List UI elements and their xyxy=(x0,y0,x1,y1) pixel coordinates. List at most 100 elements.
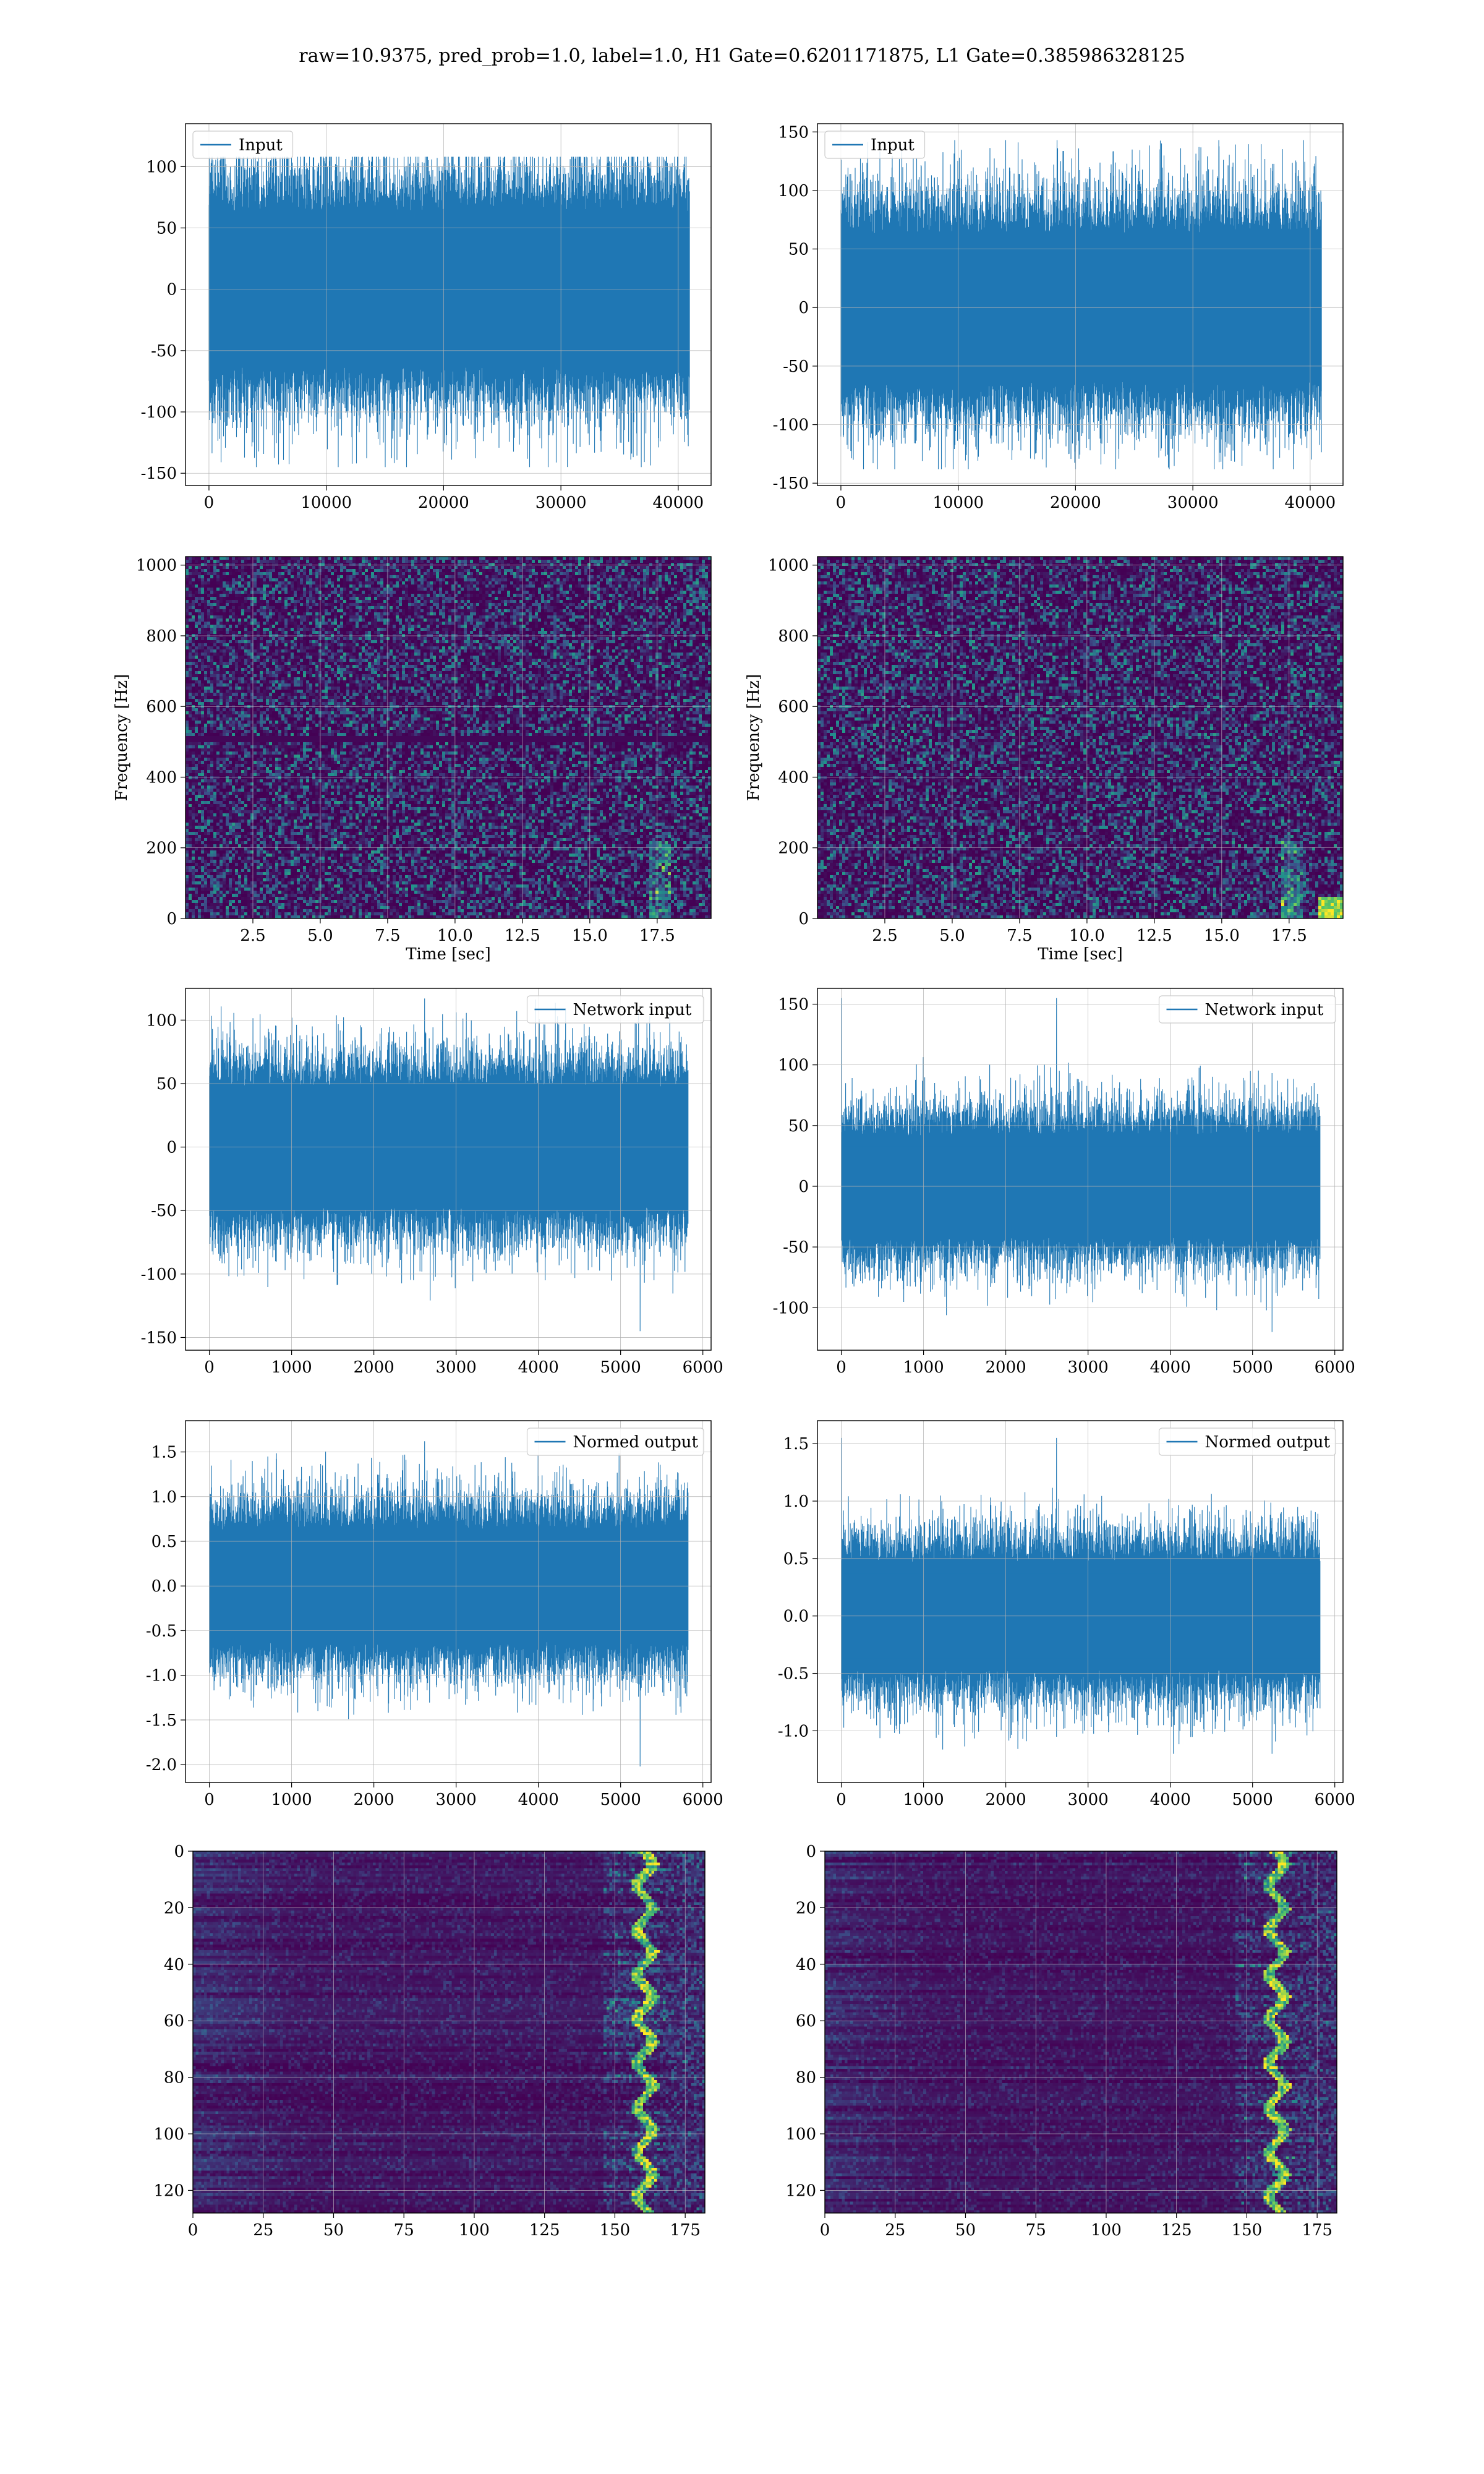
normed-l1-axes: 0 1000 2000 3000 4000 5000 6000 -1.0 -0.5 0.0 0.5 1… xyxy=(778,1420,1355,1809)
input-h1-legend-box xyxy=(192,131,294,159)
spec-h1-xlabel: Time [sec] xyxy=(406,945,491,964)
network-l1-xtick-label: 0 xyxy=(836,1358,846,1377)
network-l1-ytick-label: 50 xyxy=(788,1117,809,1136)
network-l1-ytick-label: 0 xyxy=(798,1178,809,1196)
input-l1-ytick-label: 150 xyxy=(778,123,809,142)
input-l1-axes: 0 10000 20000 30000 40000 -150 -100 -50 0 50 100 15… xyxy=(773,123,1344,512)
input-h1-ytick-label: 0 xyxy=(166,281,177,299)
network-l1-ytick-label: -50 xyxy=(783,1238,809,1257)
normed-l1-ytick-label: 0.5 xyxy=(783,1550,809,1569)
features-h1-xtick-label: 150 xyxy=(600,2221,631,2240)
spec-h1-ytick-label: 0 xyxy=(166,910,177,928)
input-l1-ytick-label: 0 xyxy=(798,299,809,317)
network-l1-xtick-label: 3000 xyxy=(1068,1358,1109,1377)
features-l1-ytick-label: 20 xyxy=(796,1899,816,1917)
axes-layer: 0 10000 20000 30000 40000-150-100-50050100In… xyxy=(113,123,1355,2240)
network-l1-xtick-label: 1000 xyxy=(903,1358,944,1377)
spec-l1-xlabel: Time [sec] xyxy=(1038,945,1123,964)
input-h1-ytick-label: 50 xyxy=(156,220,177,238)
features-l1-xtick-label: 25 xyxy=(885,2221,905,2240)
normed-l1-legend-label: Normed output xyxy=(1205,1433,1331,1452)
features-h1-xtick-label: 175 xyxy=(670,2221,701,2240)
network-h1-xtick-label: 0 xyxy=(204,1358,215,1377)
spec-l1-ytick-label: 1000 xyxy=(768,557,809,575)
features-l1-heatmap-image xyxy=(825,1851,1337,2213)
network-h1-xtick-label: 6000 xyxy=(683,1358,723,1377)
normed-h1-frame xyxy=(185,1420,712,1783)
input-h1-legend: Input xyxy=(192,131,294,159)
features-h1-axes: 0 25 50 75 100 125 150 175 0 20 40 60 80 100 120 xyxy=(153,1843,706,2240)
input-h1-xtick-label: 40000 xyxy=(653,494,704,512)
features-h1-ytick-label: 60 xyxy=(164,2012,184,2031)
network-h1-frame xyxy=(185,988,712,1351)
spec-l1-ytick-label: 200 xyxy=(778,839,809,858)
spec-l1-heatmap-image xyxy=(817,557,1343,918)
normed-h1-ytick-label: 1.0 xyxy=(151,1488,177,1507)
normed-l1-frame xyxy=(817,1420,1344,1783)
network-l1-legend-label: Network input xyxy=(1205,1001,1324,1019)
features-h1-xtick-label: 50 xyxy=(323,2221,344,2240)
normed-h1-axes: 0 1000 2000 3000 4000 5000 6000 -2.0 -1.5 -1.0 -0.… xyxy=(146,1420,723,1809)
spec-l1-xtick-label: 2.5 xyxy=(872,927,897,945)
spec-h1-ytick-label: 200 xyxy=(146,839,177,858)
features-l1-ytick-label: 120 xyxy=(785,2181,816,2200)
network-h1-ytick-label: -150 xyxy=(141,1329,177,1347)
normed-h1-xtick-label: 5000 xyxy=(600,1791,641,1809)
spec-h1-xtick-label: 5.0 xyxy=(307,927,333,945)
input-l1-xtick-label: 20000 xyxy=(1050,494,1101,512)
network-h1-ytick-label: -100 xyxy=(141,1265,177,1284)
network-l1-xtick-label: 4000 xyxy=(1150,1358,1191,1377)
input-l1-xtick-label: 40000 xyxy=(1285,494,1336,512)
network-l1-legend: Network input xyxy=(1158,995,1336,1024)
features-l1-ytick-label: 100 xyxy=(785,2125,816,2144)
spec-l1-ytick-label: 400 xyxy=(778,768,809,787)
normed-l1-xtick-label: 4000 xyxy=(1150,1791,1191,1809)
spec-l1-ytick-label: 800 xyxy=(778,627,809,646)
spec-l1-axes: 2.5 5.0 7.5 10.0 12.5 15.0 17.5 0 200 400 600 800 10… xyxy=(744,556,1344,964)
normed-h1-ytick-label: 0.0 xyxy=(151,1577,177,1596)
spec-l1-xtick-label: 7.5 xyxy=(1007,927,1032,945)
input-l1-legend-label: Input xyxy=(871,136,915,155)
input-h1-grid xyxy=(186,124,711,486)
input-l1-xtick-label: 30000 xyxy=(1167,494,1219,512)
normed-l1-xtick-label: 1000 xyxy=(903,1791,944,1809)
network-h1-xtick-label: 3000 xyxy=(436,1358,477,1377)
input-l1-xtick-label: 0 xyxy=(836,494,846,512)
features-l1-xtick-label: 100 xyxy=(1091,2221,1122,2240)
spec-h1-ylabel: Frequency [Hz] xyxy=(113,674,131,802)
normed-l1-ytick-label: -1.0 xyxy=(778,1722,809,1740)
normed-l1-xtick-label: 0 xyxy=(836,1791,846,1809)
features-l1-xtick-label: 175 xyxy=(1302,2221,1333,2240)
network-l1-xtick-label: 5000 xyxy=(1232,1358,1273,1377)
input-h1-xtick-label: 20000 xyxy=(418,494,469,512)
spec-l1-xtick-label: 15.0 xyxy=(1204,927,1240,945)
features-h1-heatmap-image xyxy=(193,1851,705,2213)
spec-h1-axes: 2.5 5.0 7.5 10.0 12.5 15.0 17.5 0 200 400 600 800 10… xyxy=(113,556,712,964)
network-h1-legend: Network input xyxy=(526,995,704,1024)
input-h1-ytick-label: -150 xyxy=(141,464,177,483)
spec-h1-ytick-label: 1000 xyxy=(136,557,177,575)
network-l1-xtick-label: 6000 xyxy=(1315,1358,1355,1377)
spec-h1-ytick-label: 600 xyxy=(146,698,177,716)
input-l1-ytick-label: 50 xyxy=(788,241,809,259)
spec-h1-xtick-label: 15.0 xyxy=(572,927,608,945)
features-l1-ytick-label: 80 xyxy=(796,2069,816,2087)
normed-h1-xtick-label: 0 xyxy=(204,1791,215,1809)
spec-h1-xtick-label: 7.5 xyxy=(375,927,400,945)
input-l1-frame xyxy=(817,123,1344,486)
input-l1-ytick-label: -100 xyxy=(773,416,809,435)
network-h1-ytick-label: 0 xyxy=(166,1139,177,1157)
input-h1-legend-label: Input xyxy=(239,136,283,155)
normed-l1-xtick-label: 5000 xyxy=(1232,1791,1273,1809)
normed-h1-ytick-label: -2.0 xyxy=(146,1756,177,1774)
spec-l1-ytick-label: 600 xyxy=(778,698,809,716)
network-h1-xtick-label: 4000 xyxy=(518,1358,559,1377)
normed-l1-ytick-label: 1.0 xyxy=(783,1492,809,1511)
spec-l1-xtick-label: 5.0 xyxy=(939,927,965,945)
features-l1-ytick-label: 40 xyxy=(796,1956,816,1974)
spec-h1-ytick-label: 800 xyxy=(146,627,177,646)
network-h1-legend-label: Network input xyxy=(573,1001,692,1019)
spec-l1-grid xyxy=(817,557,1343,919)
input-h1-xtick-label: 0 xyxy=(204,494,215,512)
